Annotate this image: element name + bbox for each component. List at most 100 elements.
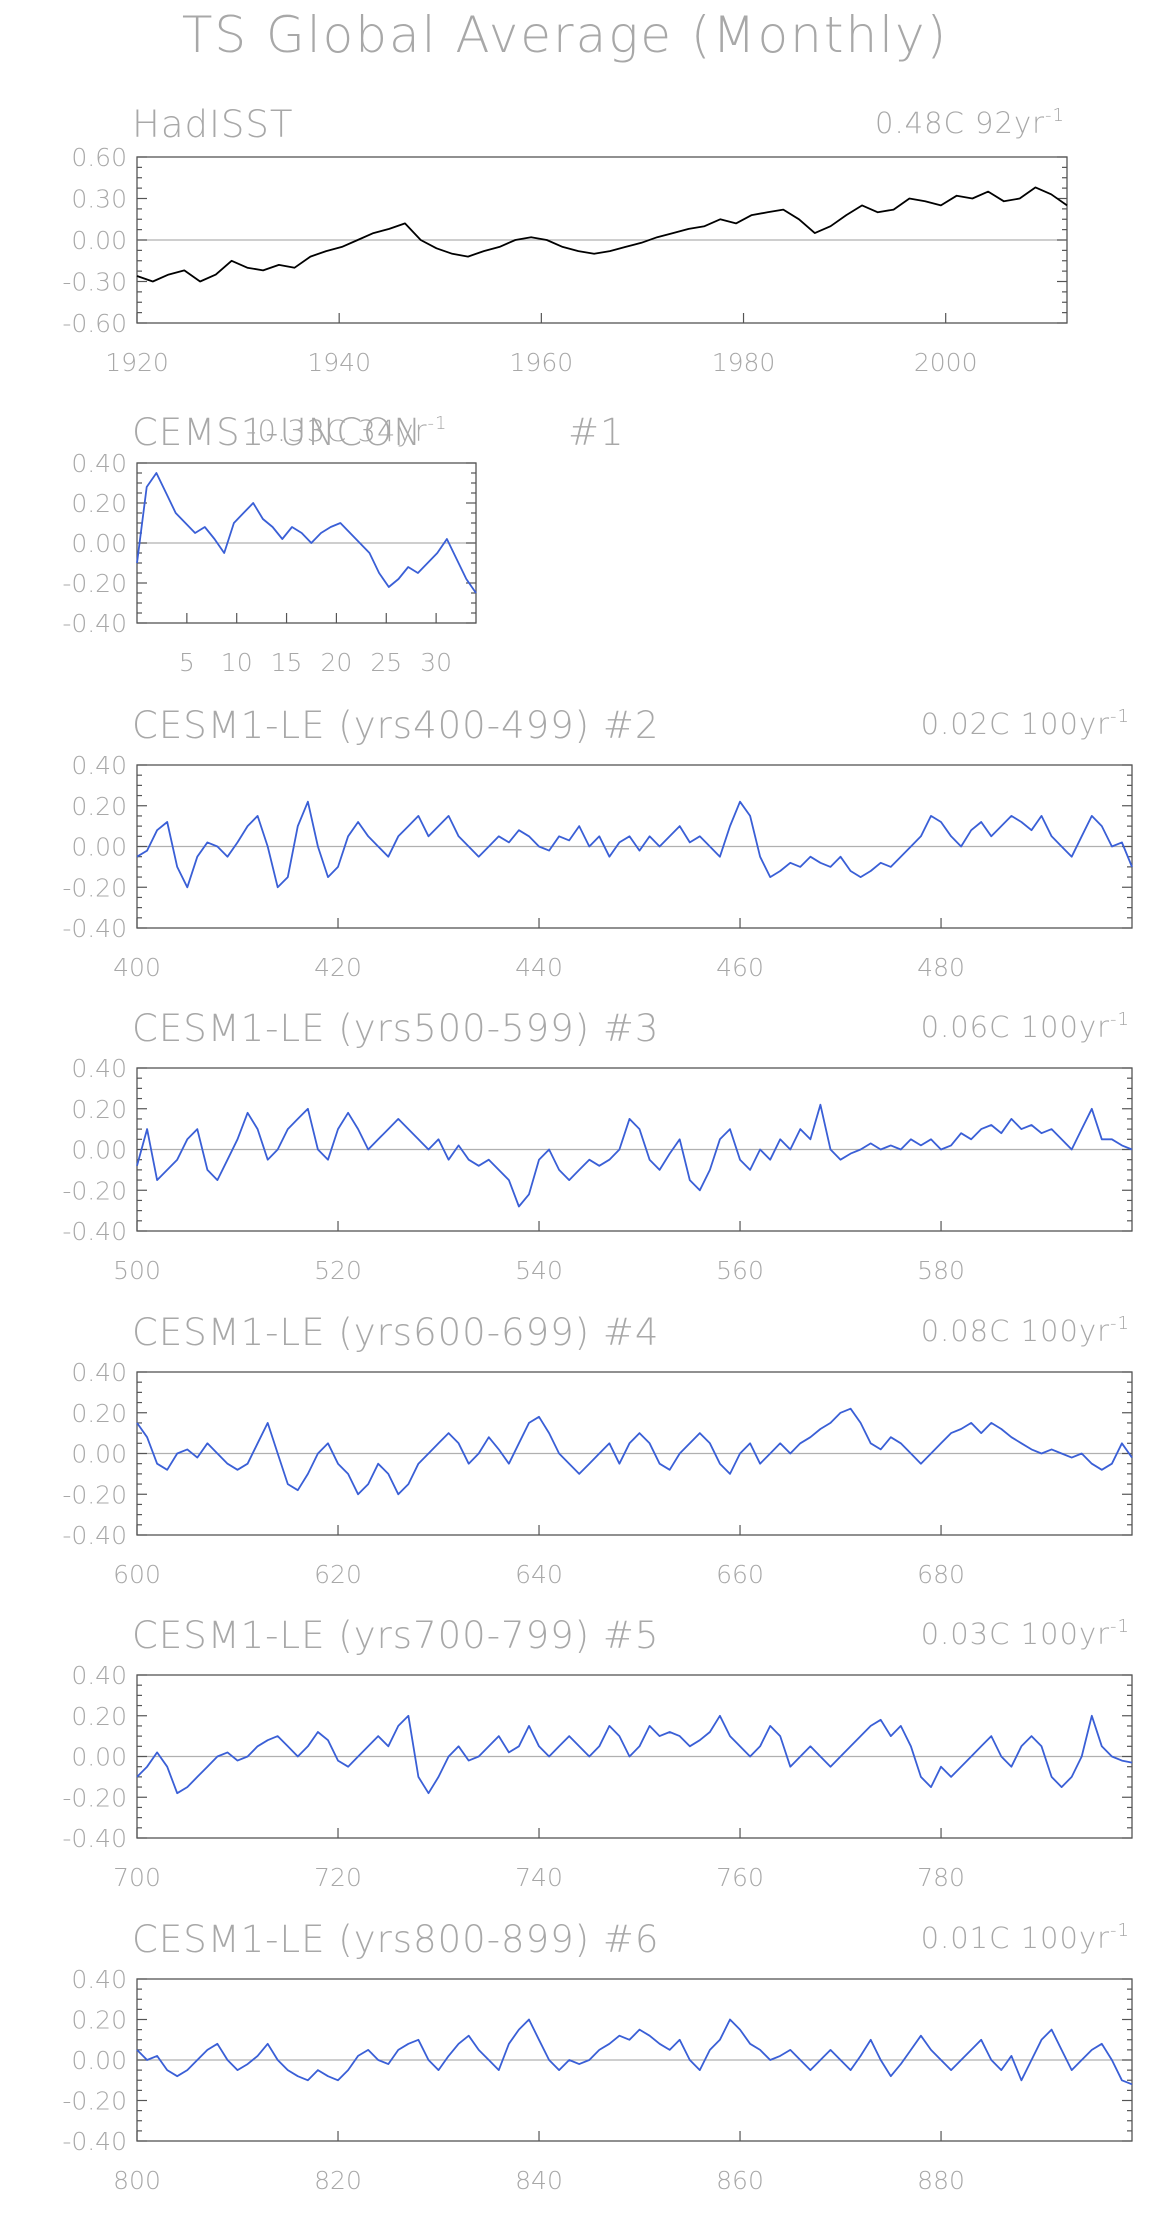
panel-title: CESM1-LE (yrs600-699) #4 [132,1311,659,1354]
y-tick-label: -0.20 [62,873,127,902]
panel-0: 0.60 0.30 0.00 -0.30 -0.60 1920 1940 1960 1980 20… [62,103,1068,377]
x-tick-label: 660 [716,1560,764,1589]
series-line [136,186,1068,283]
series-line [136,800,1133,889]
x-tick-label: 880 [917,2166,965,2195]
trend-exponent: -1 [1110,1616,1130,1637]
y-tick-label: 0.40 [71,1054,127,1083]
trend-label: 0.01C 100yr-1 [921,1920,1130,1955]
trend-exponent: -1 [1045,105,1065,126]
x-tick-label: 520 [314,1256,362,1285]
y-tick-label: 0.20 [71,1095,127,1124]
figure-title: TS Global Average (Monthly) [182,6,948,64]
panel-title: CESM1-LE (yrs500-599) #3 [132,1007,659,1050]
trend-label: 0.03C 100yr-1 [921,1616,1130,1651]
x-tick-label: 560 [716,1256,764,1285]
panel-title: CESM1-LE (yrs800-899) #6 [132,1918,659,1961]
y-tick-label: -0.20 [62,569,127,598]
x-tick-label: 820 [314,2166,362,2195]
y-tick-label: 0.20 [71,2006,127,2035]
y-tick-label: 0.00 [71,1440,127,1469]
x-tick-label: 680 [917,1560,965,1589]
y-tick-label: -0.20 [62,1783,127,1812]
y-tick-label: 0.00 [71,226,127,255]
panel-index: #1 [568,411,625,454]
trend-label: 0.48C 92yr-1 [875,105,1065,140]
series-line [136,2018,1133,2086]
trend-exponent: -1 [428,413,448,434]
x-tick-label: 420 [314,953,362,982]
x-tick-label: 25 [370,648,402,677]
x-tick-label: 640 [515,1560,563,1589]
panels: 0.60 0.30 0.00 -0.30 -0.60 1920 1940 1960 1980 20… [62,103,1133,2195]
x-tick-label: 580 [917,1256,965,1285]
panel-title: CESM1-LE (yrs400-499) #2 [132,704,659,747]
x-tick-label: 840 [515,2166,563,2195]
x-tick-label: 620 [314,1560,362,1589]
x-tick-label: 30 [420,648,452,677]
y-tick-label: 0.20 [71,792,127,821]
y-tick-label: -0.30 [62,268,127,297]
trend-value: 0.48C 92yr [875,106,1045,140]
y-tick-label: 0.40 [71,1358,127,1387]
x-tick-label: 860 [716,2166,764,2195]
y-tick-label: 0.00 [71,833,127,862]
x-tick-label: 440 [515,953,563,982]
x-tick-label: 1940 [307,348,371,377]
y-tick-label: -0.40 [62,1824,127,1853]
x-tick-label: 400 [113,953,161,982]
x-tick-label: 600 [113,1560,161,1589]
y-tick-label: 0.20 [71,1702,127,1731]
trend-label: -0.33C 34yr-1 [246,413,447,448]
x-tick-label: 800 [113,2166,161,2195]
y-tick-label: 0.00 [71,1743,127,1772]
y-tick-label: 0.00 [71,529,127,558]
y-tick-label: -0.40 [62,2127,127,2156]
panel-4: 0.40 0.20 0.00 -0.20 -0.40 600 620 640 660 680 CES… [62,1311,1133,1589]
y-tick-label: 0.40 [71,751,127,780]
x-tick-label: 1920 [105,348,169,377]
trend-exponent: -1 [1110,1009,1130,1030]
x-tick-label: 15 [271,648,303,677]
x-tick-label: 740 [515,1863,563,1892]
panel-6: 0.40 0.20 0.00 -0.20 -0.40 800 820 840 860 880 CES… [62,1918,1133,2195]
y-tick-label: 0.60 [71,143,127,172]
series-line [136,1714,1133,1795]
x-tick-label: 1960 [510,348,574,377]
y-tick-label: -0.40 [62,1521,127,1550]
x-tick-label: 760 [716,1863,764,1892]
trend-exponent: -1 [1110,1920,1130,1941]
y-tick-label: 0.40 [71,1965,127,1994]
y-tick-label: -0.40 [62,914,127,943]
trend-label: 0.08C 100yr-1 [921,1313,1130,1348]
x-tick-label: 10 [221,648,253,677]
y-tick-label: -0.20 [62,2087,127,2116]
panel-2: 0.40 0.20 0.00 -0.20 -0.40 400 420 440 460 480 CES… [62,704,1133,982]
trend-label: 0.02C 100yr-1 [921,706,1130,741]
x-tick-label: 500 [113,1256,161,1285]
trend-value: 0.02C 100yr [921,707,1110,741]
x-tick-label: 460 [716,953,764,982]
x-tick-label: 2000 [914,348,978,377]
y-tick-label: 0.00 [71,2046,127,2075]
y-tick-label: -0.40 [62,1217,127,1246]
x-tick-label: 780 [917,1863,965,1892]
x-tick-label: 480 [917,953,965,982]
x-tick-label: 1980 [712,348,776,377]
series-line [136,1407,1133,1496]
trend-value: -0.33C 34yr [246,414,428,448]
y-tick-label: 0.40 [71,449,127,478]
x-tick-label: 5 [179,648,195,677]
y-tick-label: 0.20 [71,1399,127,1428]
trend-label: 0.06C 100yr-1 [921,1009,1130,1044]
series-line [136,472,477,594]
trend-value: 0.01C 100yr [921,1921,1110,1955]
y-tick-label: 0.20 [71,489,127,518]
trend-exponent: -1 [1110,706,1130,727]
y-tick-label: -0.20 [62,1176,127,1205]
x-tick-label: 720 [314,1863,362,1892]
y-tick-label: -0.20 [62,1480,127,1509]
series-line [136,1103,1133,1208]
trend-value: 0.03C 100yr [921,1617,1110,1651]
